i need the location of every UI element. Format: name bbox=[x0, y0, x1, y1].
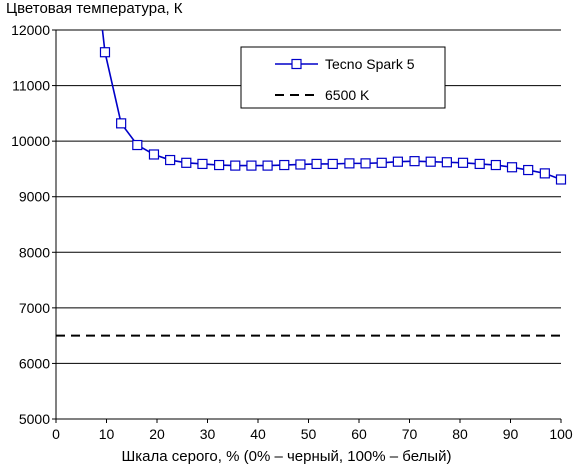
x-tick-label-10: 10 bbox=[99, 426, 115, 442]
series-tecno-point bbox=[555, 174, 567, 185]
series-tecno-point bbox=[116, 118, 127, 129]
series-tecno-point bbox=[327, 158, 338, 170]
series-tecno-point bbox=[181, 157, 192, 168]
y-tick-label-11000: 11000 bbox=[12, 78, 50, 94]
x-tick-label-70: 70 bbox=[402, 426, 418, 442]
series-tecno-point bbox=[295, 159, 306, 170]
series-tecno-point bbox=[425, 156, 436, 167]
series-tecno-point bbox=[490, 159, 501, 171]
x-tick-label-90: 90 bbox=[503, 426, 519, 442]
plot-area bbox=[56, 29, 567, 337]
y-tick-label-12000: 12000 bbox=[11, 22, 50, 38]
y-tick-label-5000: 5000 bbox=[19, 411, 50, 427]
x-tick-label-20: 20 bbox=[149, 426, 165, 442]
series-tecno-point bbox=[506, 162, 518, 173]
x-tick-label-30: 30 bbox=[200, 426, 216, 442]
legend-tecno-label: Tecno Spark 5 bbox=[325, 56, 415, 72]
y-tick-label-6000: 6000 bbox=[19, 355, 50, 371]
legend-tecno-marker bbox=[291, 58, 302, 70]
series-tecno-point bbox=[165, 154, 176, 166]
x-tick-label-80: 80 bbox=[452, 426, 468, 442]
series-tecno-point bbox=[344, 158, 355, 169]
y-tick-label-9000: 9000 bbox=[19, 189, 50, 205]
series-tecno-point bbox=[262, 160, 273, 171]
series-tecno-point bbox=[392, 156, 403, 167]
axes bbox=[52, 29, 562, 423]
series-tecno-point bbox=[523, 164, 534, 176]
x-tick-label-40: 40 bbox=[250, 426, 266, 442]
series-tecno-point bbox=[539, 168, 550, 179]
series-tecno-point bbox=[214, 159, 225, 171]
x-tick-label-50: 50 bbox=[301, 426, 317, 442]
x-tick-labels: 0 10 20 30 40 50 60 70 80 90 100 bbox=[52, 426, 573, 442]
series-tecno-point bbox=[99, 47, 111, 58]
series-tecno-point bbox=[132, 139, 143, 151]
series-tecno-point bbox=[457, 157, 469, 168]
series-tecno-point bbox=[246, 160, 257, 171]
y-tick-label-10000: 10000 bbox=[11, 133, 50, 149]
series-tecno-point bbox=[148, 149, 160, 160]
grid-lines bbox=[56, 29, 561, 364]
series-tecno-point bbox=[311, 158, 322, 170]
series-tecno-point bbox=[376, 157, 387, 168]
y-axis-title: Цветовая температура, К bbox=[6, 0, 183, 17]
series-tecno-point bbox=[360, 158, 371, 169]
series-tecno-point bbox=[474, 158, 485, 170]
y-tick-label-7000: 7000 bbox=[19, 300, 50, 316]
legend-6500k-label: 6500 K bbox=[325, 87, 370, 103]
x-axis-title: Шкала серого, % (0% – черный, 100% – бел… bbox=[121, 448, 452, 465]
x-tick-label-100: 100 bbox=[549, 426, 573, 442]
x-tick-label-0: 0 bbox=[52, 426, 60, 442]
x-tick-label-60: 60 bbox=[351, 426, 367, 442]
y-tick-label-8000: 8000 bbox=[19, 244, 50, 260]
series-tecno-point bbox=[409, 156, 420, 167]
series-tecno-point bbox=[441, 157, 452, 168]
legend-box bbox=[240, 46, 446, 109]
series-tecno-point bbox=[230, 160, 241, 171]
legend: Tecno Spark 5 6500 K bbox=[240, 46, 446, 109]
series-tecno-point bbox=[279, 159, 290, 171]
y-tick-labels: 5000 6000 7000 8000 9000 10000 11000 12000 bbox=[11, 22, 50, 427]
series-tecno-point bbox=[197, 158, 208, 170]
